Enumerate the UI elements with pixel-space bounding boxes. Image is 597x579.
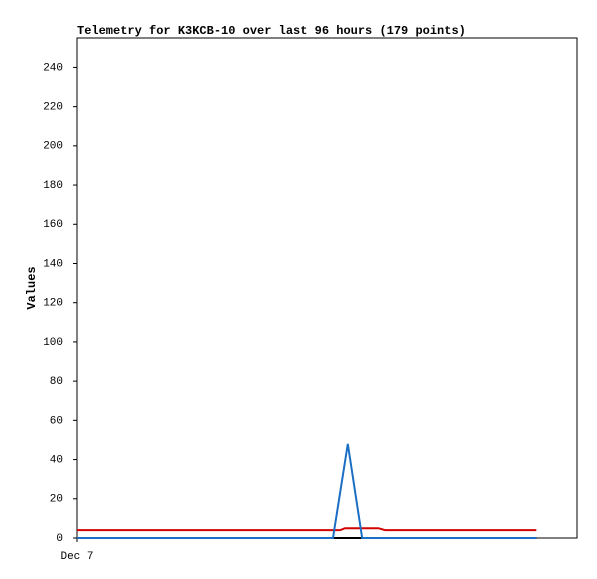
y-tick-label: 60 bbox=[50, 415, 63, 427]
y-tick-label: 160 bbox=[43, 219, 63, 231]
y-tick-label: 20 bbox=[50, 494, 63, 506]
y-tick-label: 180 bbox=[43, 180, 63, 192]
y-tick-label: 240 bbox=[43, 62, 63, 74]
y-tick-label: 220 bbox=[43, 102, 63, 114]
y-tick-label: 100 bbox=[43, 337, 63, 349]
chart-title: Telemetry for K3KCB-10 over last 96 hour… bbox=[77, 24, 466, 38]
plot-frame bbox=[76, 37, 578, 539]
y-tick-label: 0 bbox=[56, 533, 63, 545]
y-tick-label: 140 bbox=[43, 258, 63, 270]
y-tick-label: 200 bbox=[43, 141, 63, 153]
y-tick-label: 80 bbox=[50, 376, 63, 388]
y-axis-label: Values bbox=[25, 266, 39, 309]
series-line bbox=[77, 527, 537, 532]
series-line bbox=[77, 443, 537, 539]
x-tick-label: Dec 7 bbox=[60, 551, 93, 563]
y-tick-label: 40 bbox=[50, 454, 63, 466]
y-tick-label: 120 bbox=[43, 298, 63, 310]
